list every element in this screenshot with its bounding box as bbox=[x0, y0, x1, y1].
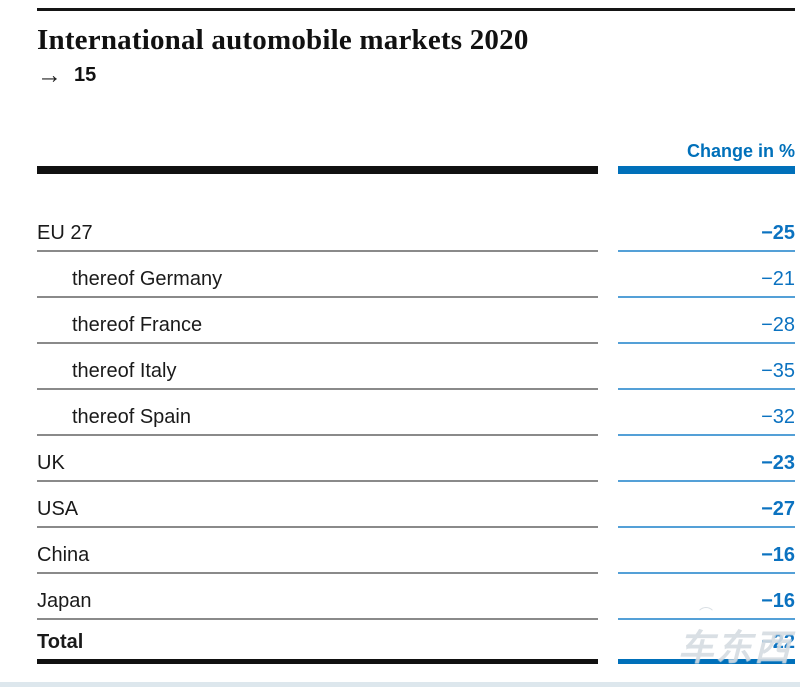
bottom-edge-strip bbox=[0, 682, 800, 687]
row-label: EU 27 bbox=[37, 206, 598, 253]
row-value: −22 bbox=[618, 620, 795, 665]
page-reference-number: 15 bbox=[74, 63, 97, 86]
column-gap bbox=[598, 528, 618, 574]
row-value: −16 bbox=[618, 528, 795, 575]
row-label: thereof France bbox=[37, 298, 598, 345]
row-value: −21 bbox=[618, 252, 795, 299]
row-value: −25 bbox=[618, 206, 795, 253]
column-gap bbox=[598, 390, 618, 436]
table-row-china: China −16 bbox=[37, 528, 795, 575]
row-label: thereof Spain bbox=[37, 390, 598, 437]
data-table: EU 27 −25 thereof Germany −21 thereof Fr… bbox=[37, 174, 795, 665]
column-gap bbox=[598, 298, 618, 344]
table-figure: International automobile markets 2020 → … bbox=[37, 0, 795, 665]
table-row-total: Total −22 bbox=[37, 620, 795, 665]
table-row-eu27: EU 27 −25 bbox=[37, 206, 795, 253]
top-rule bbox=[37, 8, 795, 11]
row-value: −16 bbox=[618, 574, 795, 621]
column-gap bbox=[598, 344, 618, 390]
table-row-usa: USA −27 bbox=[37, 482, 795, 529]
arrow-right-icon: → bbox=[37, 60, 62, 89]
table-row-japan: Japan −16 bbox=[37, 574, 795, 621]
table-row-spain: thereof Spain −32 bbox=[37, 390, 795, 437]
row-label: thereof Italy bbox=[37, 344, 598, 391]
page-reference: → 15 bbox=[37, 61, 795, 89]
table-row-italy: thereof Italy −35 bbox=[37, 344, 795, 391]
table-row-uk: UK −23 bbox=[37, 436, 795, 483]
row-label: UK bbox=[37, 436, 598, 483]
column-gap bbox=[598, 482, 618, 528]
table-row-germany: thereof Germany −21 bbox=[37, 252, 795, 299]
row-value: −23 bbox=[618, 436, 795, 483]
column-gap bbox=[598, 252, 618, 298]
column-gap bbox=[598, 206, 618, 252]
row-label: Total bbox=[37, 620, 598, 665]
value-column-header: Change in % bbox=[686, 141, 795, 162]
row-label: China bbox=[37, 528, 598, 575]
label-column-header-bar bbox=[37, 166, 598, 175]
column-gap bbox=[598, 620, 618, 664]
row-value: −28 bbox=[618, 298, 795, 345]
column-gap bbox=[598, 436, 618, 482]
row-value: −27 bbox=[618, 482, 795, 529]
column-gap bbox=[598, 166, 618, 174]
row-label: thereof Germany bbox=[37, 252, 598, 299]
row-label: USA bbox=[37, 482, 598, 529]
value-column-header-bar bbox=[618, 166, 795, 175]
column-gap bbox=[598, 574, 618, 620]
row-label: Japan bbox=[37, 574, 598, 621]
page-title: International automobile markets 2020 bbox=[37, 24, 529, 56]
table-header-bars bbox=[37, 166, 795, 175]
row-value: −32 bbox=[618, 390, 795, 437]
row-value: −35 bbox=[618, 344, 795, 391]
table-row-france: thereof France −28 bbox=[37, 298, 795, 345]
